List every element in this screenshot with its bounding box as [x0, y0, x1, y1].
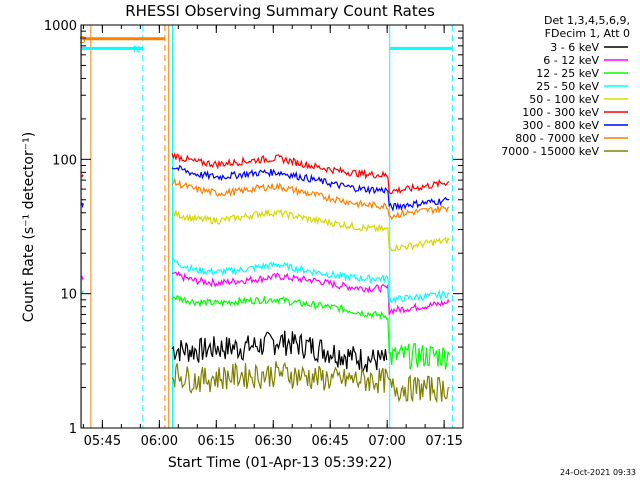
series-line-3-0 [81, 290, 84, 294]
series-line-2-0 [171, 295, 450, 370]
series-line-4-0 [171, 208, 450, 252]
x-axis-label: Start Time (01-Apr-13 05:39:22) [168, 455, 392, 471]
legend-header-line-1: Det 1,3,4,5,6,9, [544, 14, 630, 27]
chart-title: RHESSI Observing Summary Count Rates [125, 2, 435, 20]
series-8 [171, 361, 450, 404]
series-2 [171, 295, 450, 370]
series-line-6-1 [171, 164, 450, 212]
series-line-5-1 [171, 151, 450, 195]
flag-label-N: N [133, 44, 140, 55]
flag-label-S: S [79, 35, 85, 46]
series-line-3-1 [171, 257, 450, 305]
axes: 05:45 06:00 06:15 06:30 06:45 07:00 07:15 1 10 10… [44, 19, 464, 449]
series-line-7-0 [171, 177, 450, 221]
x-tick-label-4: 06:45 [311, 434, 348, 449]
legend-label-2: 12 - 25 keV [536, 67, 599, 80]
x-tick-label-5: 07:00 [368, 434, 405, 449]
series-5 [81, 151, 450, 195]
legend-label-5: 100 - 300 keV [522, 106, 599, 119]
y-tick-label-1: 10 [60, 288, 77, 303]
series-7 [171, 177, 450, 221]
legend-label-7: 800 - 7000 keV [515, 132, 599, 145]
y-tick-label-3: 1000 [44, 19, 77, 34]
series-line-1-0 [81, 275, 84, 281]
legend-label-6: 300 - 800 keV [522, 119, 599, 132]
series-line-0-0 [171, 330, 388, 373]
series-1 [81, 271, 450, 316]
series-4 [171, 208, 450, 252]
series-6 [81, 164, 450, 212]
series-3 [81, 257, 450, 305]
footer-date: 24-Oct-2021 09:33 [560, 468, 636, 477]
series-line-8-0 [171, 361, 450, 404]
legend-label-3: 25 - 50 keV [536, 80, 599, 93]
y-tick-label-2: 100 [52, 153, 77, 168]
legend-label-4: 50 - 100 keV [529, 93, 599, 106]
y-axis-label: Count Rate (s⁻¹ detector⁻¹) [21, 132, 37, 322]
series-0 [171, 330, 388, 373]
y-tick-label-0: 1 [69, 422, 77, 437]
x-tick-label-1: 06:00 [141, 434, 178, 449]
x-tick-label-3: 06:30 [255, 434, 292, 449]
series-line-6-0 [81, 202, 84, 209]
legend-label-0: 3 - 6 keV [550, 41, 599, 54]
x-tick-label-0: 05:45 [84, 434, 121, 449]
legend-label-1: 6 - 12 keV [543, 54, 599, 67]
x-tick-label-2: 06:15 [198, 434, 235, 449]
series-line-1-1 [171, 271, 450, 316]
legend-label-8: 7000 - 15000 keV [501, 145, 599, 158]
x-tick-label-6: 07:15 [425, 434, 462, 449]
series-line-5-0 [81, 174, 84, 178]
plot-frame [80, 24, 464, 429]
legend-header-line-2: FDecim 1, Att 0 [545, 27, 630, 40]
plot-area: SN [79, 25, 453, 428]
